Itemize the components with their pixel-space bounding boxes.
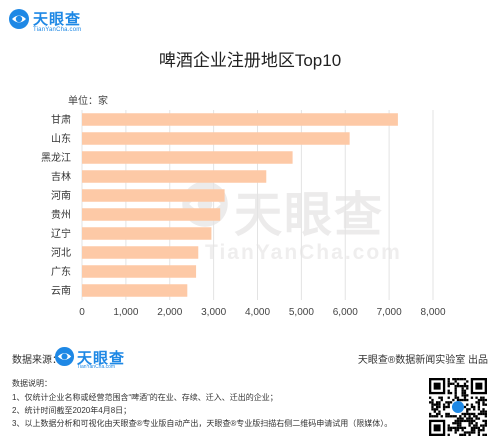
source-label: 数据来源： bbox=[12, 355, 62, 366]
x-tick-label: 5,000 bbox=[289, 307, 314, 318]
brand-logo: 天眼查 TianYanCha.com bbox=[8, 6, 128, 36]
bar-layer bbox=[82, 113, 398, 297]
category-label: 河北 bbox=[51, 247, 71, 259]
x-tick-label: 6,000 bbox=[333, 307, 358, 318]
x-tick-label: 8,000 bbox=[420, 307, 445, 318]
bar-辽宁 bbox=[82, 227, 212, 240]
qr-code-icon bbox=[429, 378, 487, 436]
source-brand-url: TianYanCha.com bbox=[77, 364, 116, 370]
bar-贵州 bbox=[82, 208, 221, 221]
bar-河北 bbox=[82, 246, 199, 259]
bar-黑龙江 bbox=[82, 151, 293, 164]
x-tick-label: 4,000 bbox=[245, 307, 270, 318]
bar-广东 bbox=[82, 265, 197, 278]
category-label: 山东 bbox=[51, 132, 71, 145]
data-notes: 数据说明： 1、仅统计企业名称或经营范围含“啤酒”的在业、存续、迁入、迁出的企业… bbox=[12, 378, 412, 430]
category-label: 云南 bbox=[51, 284, 71, 297]
producer-credit: 天眼查®数据新闻实验室 出品 bbox=[357, 355, 488, 366]
source-logo: 天眼查 TianYanCha.com bbox=[54, 346, 134, 370]
category-label: 广东 bbox=[51, 265, 71, 278]
x-tick-label: 1,000 bbox=[113, 307, 138, 318]
note-item: 3、以上数据分析和可视化由天眼查®专业版自动产出，天眼查®专业版扫描右侧二维码申… bbox=[12, 419, 393, 428]
category-label: 贵州 bbox=[51, 208, 71, 221]
category-label: 吉林 bbox=[51, 170, 71, 183]
bar-云南 bbox=[82, 284, 188, 297]
category-label: 黑龙江 bbox=[41, 151, 71, 164]
category-label: 辽宁 bbox=[51, 227, 71, 240]
bar-河南 bbox=[82, 189, 225, 202]
notes-title: 数据说明： bbox=[12, 379, 52, 388]
tick-label-layer: 0 1,000 2,000 3,000 4,000 5,000 6,000 7,000 8,00… bbox=[79, 307, 446, 318]
tianyancha-eye-icon bbox=[54, 346, 75, 367]
x-tick-label: 7,000 bbox=[377, 307, 402, 318]
chart-title: 啤酒企业注册地区Top10 bbox=[158, 51, 342, 70]
note-item: 2、统计时间截至2020年4月8日； bbox=[12, 406, 132, 415]
x-tick-label: 0 bbox=[79, 307, 85, 318]
brand-name: 天眼查 bbox=[33, 11, 82, 28]
notes-list: 1、仅统计企业名称或经营范围含“啤酒”的在业、存续、迁入、迁出的企业； 2、统计… bbox=[12, 391, 412, 430]
x-tick-label: 3,000 bbox=[201, 307, 226, 318]
category-label: 河南 bbox=[51, 189, 71, 202]
bar-山东 bbox=[82, 132, 350, 145]
source-brand-name: 天眼查 bbox=[77, 350, 126, 367]
brand-url: TianYanCha.com bbox=[33, 27, 82, 33]
unit-label: 单位：家 bbox=[68, 96, 108, 107]
bar-吉林 bbox=[82, 170, 267, 183]
source-row: 数据来源： 天眼查 TianYanCha.com 天眼查®数据新闻实验室 出品 bbox=[12, 346, 488, 370]
x-tick-label: 2,000 bbox=[157, 307, 182, 318]
tianyancha-eye-icon bbox=[9, 9, 29, 29]
category-label: 甘肃 bbox=[51, 113, 71, 126]
bar-甘肃 bbox=[82, 113, 398, 126]
note-item: 1、仅统计企业名称或经营范围含“啤酒”的在业、存续、迁入、迁出的企业； bbox=[12, 393, 278, 402]
